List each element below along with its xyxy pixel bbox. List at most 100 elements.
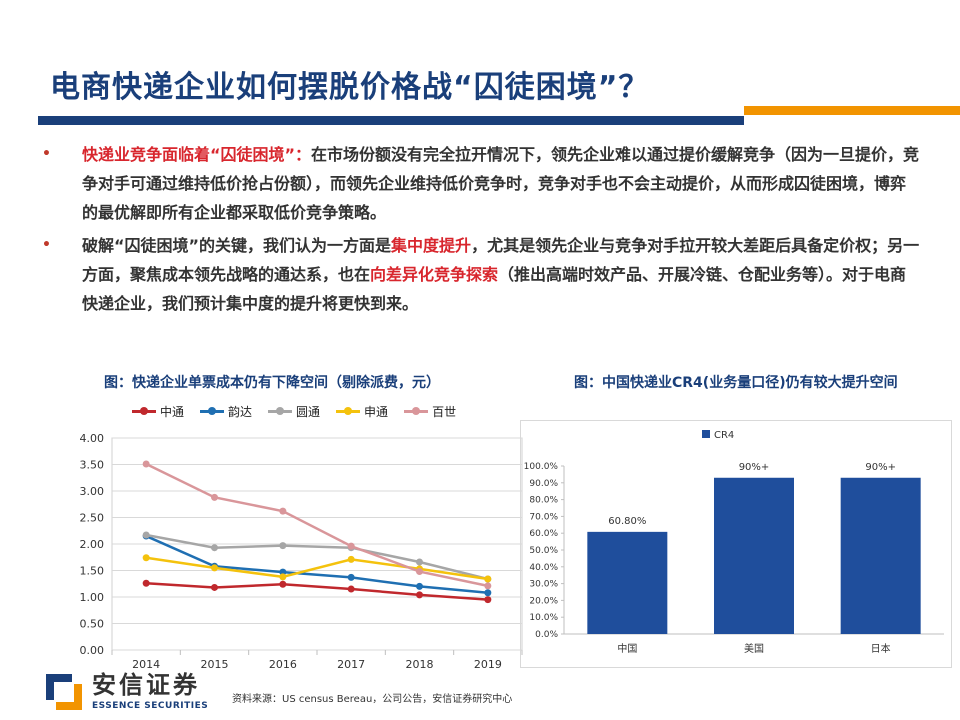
bullet-2-highlight-b: 向差异化竞争探索 <box>370 265 499 284</box>
bullet-2-text-c: （推出高端时效产品、开展冷链、仓配业务等）。对于电商快递企业，我们预计集中度的提… <box>82 265 907 313</box>
data-label: 90%+ <box>865 462 896 473</box>
y-tick-label: 50.0% <box>529 546 558 556</box>
x-tick-label: 中国 <box>617 642 637 655</box>
bullet-dot-2: • <box>42 237 51 253</box>
data-point-百世 <box>211 493 218 501</box>
data-label: 90%+ <box>739 462 770 473</box>
data-point-申通 <box>211 564 218 572</box>
data-point-申通 <box>347 555 355 563</box>
bullet-2-text-a: 破解“囚徒困境”的关键，我们认为一方面是 <box>82 236 392 255</box>
data-point-百世 <box>416 568 423 576</box>
y-tick-label: 3.50 <box>80 459 105 472</box>
y-tick-label: 1.50 <box>80 565 105 578</box>
y-tick-label: 0.0% <box>535 630 558 640</box>
title-underline-blue <box>38 116 744 125</box>
x-tick-label: 2018 <box>406 658 434 671</box>
data-point-中通 <box>142 579 150 587</box>
data-label: 60.80% <box>608 516 646 527</box>
y-tick-label: 40.0% <box>529 563 558 573</box>
data-source-note: 资料来源：US census Bereau，公司公告，安信证券研究中心 <box>232 694 513 705</box>
data-point-百世 <box>484 582 492 590</box>
bar-美国 <box>714 477 794 634</box>
legend-swatch-cr4 <box>702 430 710 438</box>
legend-item-yto: 圆通 <box>268 403 320 420</box>
legend-item-yunda: 韵达 <box>200 403 252 420</box>
y-tick-label: 2.50 <box>80 512 105 525</box>
logo-mark-icon <box>46 674 82 710</box>
data-point-韵达 <box>347 573 355 581</box>
data-point-百世 <box>279 507 287 515</box>
y-tick-label: 0.00 <box>80 644 105 657</box>
y-tick-label: 10.0% <box>529 613 558 623</box>
logo-name-cn: 安信证券 <box>92 671 200 699</box>
legend-swatch-zto <box>132 407 156 415</box>
y-tick-label: 90.0% <box>529 479 558 489</box>
data-point-圆通 <box>211 544 218 552</box>
title-underline-orange <box>744 106 960 115</box>
y-tick-label: 60.0% <box>529 529 558 539</box>
bullet-item-1: • 快递业竞争面临着“囚徒困境”：在市场份额没有完全拉开情况下，领先企业难以通过… <box>40 140 920 227</box>
y-tick-label: 70.0% <box>529 512 558 522</box>
company-logo: 安信证券 ESSENCE SECURITIES <box>44 672 208 712</box>
legend-swatch-sto <box>336 407 361 415</box>
data-point-中通 <box>211 583 218 591</box>
legend-item-zto: 中通 <box>132 403 184 420</box>
y-tick-label: 3.00 <box>80 485 105 498</box>
data-point-中通 <box>416 591 423 599</box>
legend-label-cr4: CR4 <box>714 430 734 441</box>
x-tick-label: 2015 <box>201 658 229 671</box>
bullet-1-text: 在市场份额没有完全拉开情况下，领先企业难以通过提价缓解竞争（因为一旦提价，竞争对… <box>82 145 920 222</box>
y-tick-label: 0.50 <box>80 618 105 631</box>
y-tick-label: 80.0% <box>529 496 558 506</box>
data-point-申通 <box>142 554 150 562</box>
data-point-申通 <box>484 575 492 583</box>
bullet-2-highlight-a: 集中度提升 <box>391 236 472 255</box>
x-tick-label: 2017 <box>337 658 365 671</box>
bullet-dot-1: • <box>42 146 51 162</box>
legend-swatch-yto <box>268 407 293 415</box>
legend-item-best: 百世 <box>404 403 456 420</box>
bar-chart: CR4 0.0% 10.0% 20.0% 30.0% 40.0% 50.0% 60.0% 70.… <box>520 420 952 668</box>
data-point-圆通 <box>416 558 423 566</box>
legend-swatch-best <box>404 407 429 415</box>
page-title: 电商快递企业如何摆脱价格战“囚徒困境”？ <box>50 70 650 105</box>
x-tick-label: 2019 <box>474 658 502 671</box>
y-tick-label: 1.00 <box>80 591 105 604</box>
bullet-2-text-b: ，尤其是领先企业与竞争对手拉开较大差距后具备定价权；另一方面，聚焦成本领先战略的… <box>82 236 920 284</box>
data-point-圆通 <box>279 542 287 550</box>
data-point-韵达 <box>416 582 423 590</box>
x-tick-label: 美国 <box>744 642 764 655</box>
legend-label-best: 百世 <box>432 405 457 419</box>
x-tick-label: 2016 <box>269 658 297 671</box>
bar-chart-title: 图：中国快递业CR4(业务量口径)仍有较大提升空间 <box>574 375 898 391</box>
x-tick-label: 2014 <box>132 658 160 671</box>
data-point-百世 <box>347 542 355 550</box>
bar-日本 <box>840 477 921 634</box>
series-line-中通 <box>146 581 488 601</box>
y-tick-label: 100.0% <box>524 462 559 472</box>
legend-label-yunda: 韵达 <box>228 405 253 419</box>
y-tick-label: 30.0% <box>529 580 558 590</box>
bullet-1-highlight: 快递业竞争面临着“囚徒困境”： <box>82 145 312 164</box>
legend-swatch-yunda <box>200 407 225 415</box>
bullet-list: • 快递业竞争面临着“囚徒困境”：在市场份额没有完全拉开情况下，领先企业难以通过… <box>40 140 920 322</box>
y-tick-label: 20.0% <box>529 596 558 606</box>
bullet-item-2: • 破解“囚徒困境”的关键，我们认为一方面是集中度提升，尤其是领先企业与竞争对手… <box>40 231 920 318</box>
logo-name-en: ESSENCE SECURITIES <box>92 701 209 711</box>
legend-label-zto: 中通 <box>160 405 185 419</box>
y-tick-label: 4.00 <box>80 432 105 445</box>
line-chart: 0.00 0.50 1.00 1.50 2.00 2.50 3.00 3.50 4.00 2014… <box>80 432 523 671</box>
series-line-百世 <box>145 462 489 588</box>
y-tick-label: 2.00 <box>80 538 105 551</box>
line-chart-legend: 中通 韵达 圆通 申通 百世 <box>132 403 456 420</box>
chart-frame <box>520 420 952 668</box>
data-point-中通 <box>279 580 287 588</box>
series-line-申通 <box>145 556 489 581</box>
legend-label-yto: 圆通 <box>296 405 321 419</box>
data-point-韵达 <box>484 589 492 597</box>
legend-label-sto: 申通 <box>364 405 389 419</box>
bar-中国 <box>587 531 668 634</box>
data-point-申通 <box>279 573 287 581</box>
line-chart-title: 图：快递企业单票成本仍有下降空间（剔除派费，元） <box>104 375 440 391</box>
data-point-中通 <box>484 596 492 604</box>
